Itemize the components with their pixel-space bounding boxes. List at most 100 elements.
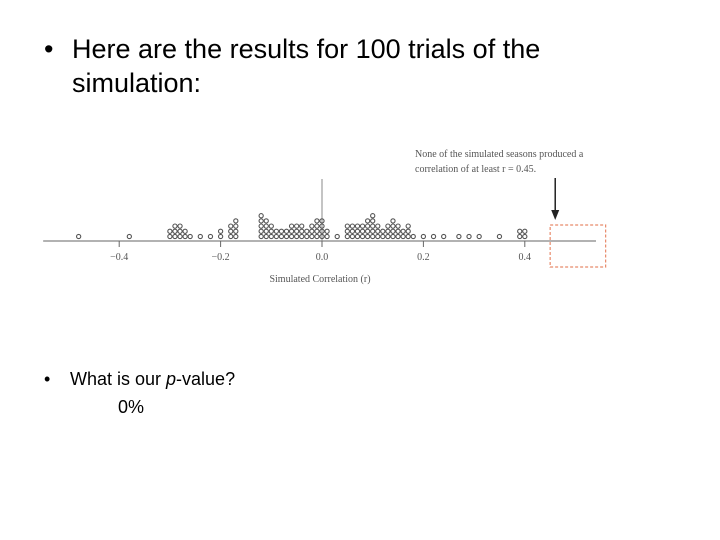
question-p-italic: p [166,369,177,389]
data-dot [293,228,300,234]
data-dot [359,223,366,229]
data-dot [390,218,396,224]
data-dot [172,228,178,234]
data-dot [172,233,178,240]
data-dot [395,228,401,234]
data-dot [385,228,391,234]
data-dot [364,233,371,240]
data-dot [319,228,325,234]
data-dot [233,218,239,224]
data-dot [263,223,269,229]
data-dot [309,223,315,229]
data-dot [299,228,305,234]
data-dot [309,228,315,234]
data-dot [182,228,188,234]
data-dot [370,228,376,234]
data-dot [370,218,376,224]
data-dot [466,233,472,240]
data-dot [288,233,295,240]
data-dot [380,233,386,240]
data-dot [359,228,366,234]
data-dot [233,233,239,240]
highlight-region-box [549,224,607,268]
data-dot [349,228,356,234]
x-tick-label: 0.4 [519,252,532,263]
data-dot [354,223,361,229]
bullet-marker: • [44,369,51,389]
data-dot [349,233,356,240]
data-dot [177,223,183,229]
x-tick-label: −0.2 [212,252,230,263]
data-dot [293,233,300,240]
data-dot [375,233,381,240]
data-dot [395,233,401,240]
data-dot [207,233,214,240]
data-dot [385,233,391,240]
data-dot [334,233,340,240]
data-dot [395,223,401,229]
data-dot [228,228,234,234]
data-dot [177,228,183,234]
data-dot [126,233,132,240]
data-dot [268,223,274,229]
data-dot [354,233,361,240]
data-dot [299,233,305,240]
data-dot [359,233,366,240]
x-tick-label: 0.0 [316,252,329,263]
data-dot [344,228,350,234]
data-dot [496,233,503,240]
x-axis-label: Simulated Correlation (r) [269,274,370,285]
dotplot-figure: −0.4 −0.2 0.0 0.2 0.4 None of the simulated … [0,140,720,290]
data-dot [349,223,356,229]
annotation-arrowhead [551,210,560,220]
data-dot [217,233,224,240]
data-dot [324,228,330,234]
data-dot [258,213,264,219]
dotplot-chart: −0.4 −0.2 0.0 0.2 0.4 None of the simulated … [43,149,607,285]
data-dot [314,228,320,234]
data-dot [233,228,239,234]
data-dot [258,218,264,224]
data-dot [420,233,427,240]
data-dot [263,233,269,240]
data-dot [314,233,320,240]
data-dot [278,228,285,234]
data-dot [517,233,523,240]
data-dot [370,213,376,219]
bullet-marker: • [44,34,54,64]
data-dot [263,218,269,224]
data-dot [233,223,239,229]
data-dot [344,233,350,240]
data-dot [390,223,396,229]
data-dot [314,218,320,224]
data-dot [364,218,371,224]
data-dot [405,233,411,240]
data-dot [324,233,330,240]
data-dot [268,228,274,234]
bullet-question-text: What is our p-value? [70,368,235,390]
data-dot [364,223,371,229]
annotation-line-1: None of the simulated seasons produced a [415,149,584,160]
data-dot [364,228,371,234]
data-dot [258,233,264,240]
data-dot [400,233,406,240]
data-dot [228,233,234,240]
data-dot [375,228,381,234]
data-dot [309,233,315,240]
data-dot [278,233,285,240]
data-dot [370,233,376,240]
data-dot [258,223,264,229]
data-dot [217,228,224,234]
data-dot [263,228,269,234]
bullet-results: • Here are the results for 100 trials of… [44,32,644,100]
data-dot [273,233,280,240]
data-dot [172,223,178,229]
data-dot [304,228,310,234]
data-dot [304,233,310,240]
data-dot [268,233,274,240]
data-dot [385,223,391,229]
data-dot [167,228,173,234]
data-dot [390,228,396,234]
data-dot [410,233,416,240]
data-dot [405,223,411,229]
